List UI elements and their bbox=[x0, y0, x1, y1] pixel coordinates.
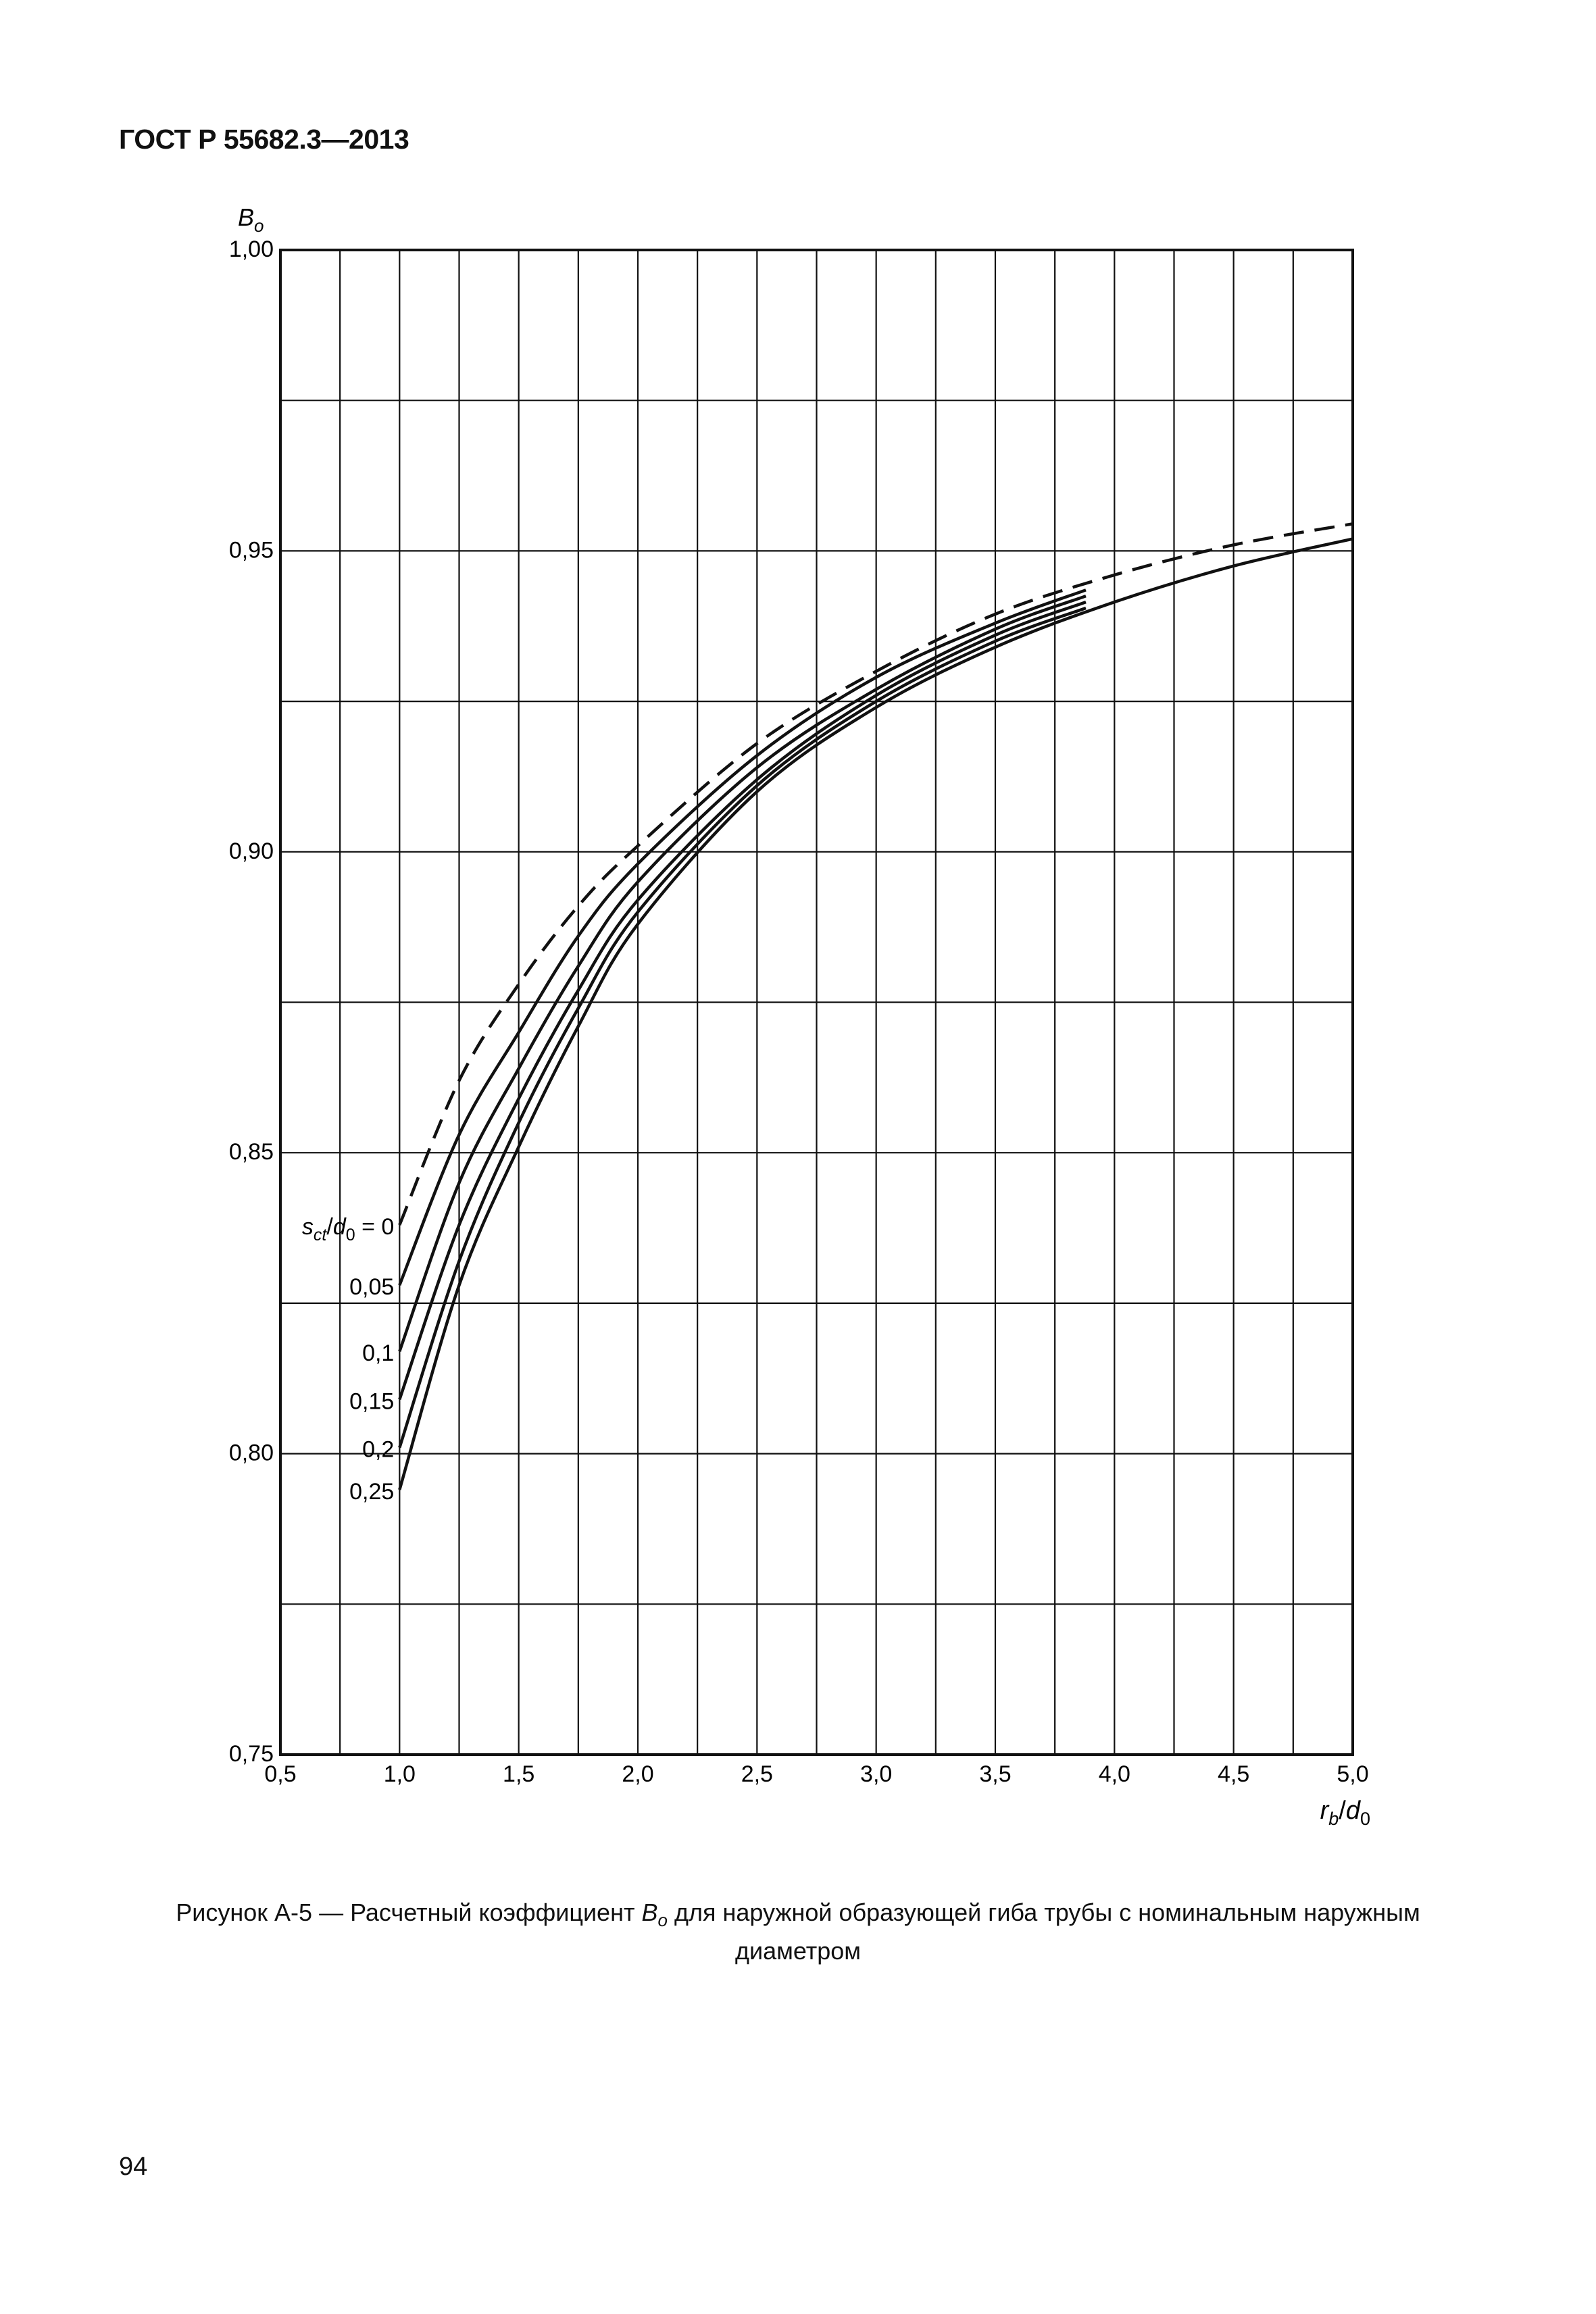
figure-caption: Рисунок А-5 — Расчетный коэффициент Bo д… bbox=[101, 1897, 1495, 1967]
y-tick-label: 0,90 bbox=[229, 838, 274, 864]
chart-grid bbox=[280, 250, 1353, 1755]
y-tick-label: 1,00 bbox=[229, 236, 274, 262]
y-axis-label-sub: o bbox=[254, 216, 264, 236]
y-axis-label: Bo bbox=[238, 203, 264, 236]
y-tick-label: 0,75 bbox=[229, 1741, 274, 1767]
series-param-label: 0,15 bbox=[349, 1388, 394, 1414]
x-axis-label-sub1: b bbox=[1328, 1809, 1339, 1829]
x-tick-label: 5,0 bbox=[1337, 1761, 1368, 1787]
x-tick-label: 2,0 bbox=[622, 1761, 653, 1787]
caption-symbol: Bo bbox=[641, 1898, 668, 1931]
series-line bbox=[398, 588, 1087, 1286]
document-header: ГОСТ Р 55682.3—2013 bbox=[119, 124, 409, 155]
series-line bbox=[398, 522, 1353, 1226]
x-tick-label: 4,0 bbox=[1099, 1761, 1130, 1787]
x-tick-label: 1,5 bbox=[503, 1761, 534, 1787]
x-axis-label-main: r bbox=[1320, 1796, 1330, 1825]
x-axis-label: rb/d0 bbox=[1320, 1796, 1370, 1829]
x-tick-label: 3,5 bbox=[979, 1761, 1011, 1787]
series-param-label: 0,05 bbox=[349, 1274, 394, 1300]
page-number: 94 bbox=[119, 2153, 148, 2181]
x-tick-label: 0,5 bbox=[264, 1761, 296, 1787]
series-param-label: 0,25 bbox=[349, 1479, 394, 1505]
tick-labels: 0,5 1,0 1,5 2,0 2,5 3,0 3,5 4,0 4,5 5,0 0,75 0,80 0,… bbox=[229, 236, 1369, 1787]
x-tick-label: 1,0 bbox=[384, 1761, 416, 1787]
x-tick-label: 2,5 bbox=[741, 1761, 773, 1787]
caption-line-1: Рисунок А-5 — Расчетный коэффициент Bo д… bbox=[101, 1897, 1495, 1936]
caption-line-2: диаметром bbox=[735, 1937, 861, 1965]
caption-text-before: Рисунок А-5 — Расчетный коэффициент bbox=[176, 1898, 642, 1926]
chart: 0,5 1,0 1,5 2,0 2,5 3,0 3,5 4,0 4,5 5,0 0,75 0,80 0,… bbox=[229, 203, 1370, 1829]
x-axis-label-sub2: 0 bbox=[1360, 1809, 1370, 1829]
x-tick-label: 4,5 bbox=[1218, 1761, 1249, 1787]
y-tick-label: 0,85 bbox=[229, 1139, 274, 1165]
chart-series bbox=[398, 522, 1353, 1490]
series-param-label: sct/d0 = 0 bbox=[302, 1214, 394, 1244]
y-axis-label-main: B bbox=[238, 203, 254, 231]
parameter-labels: sct/d0 = 0 0,05 0,1 0,15 0,2 0,25 bbox=[302, 1214, 394, 1505]
series-param-label: 0,1 bbox=[362, 1340, 394, 1366]
x-axis-label-sep: / bbox=[1339, 1796, 1346, 1825]
series-line bbox=[398, 600, 1087, 1401]
plot-frame bbox=[279, 249, 1354, 1756]
x-axis-label-main2: d bbox=[1346, 1796, 1362, 1825]
series-line bbox=[398, 606, 1087, 1449]
x-tick-label: 3,0 bbox=[860, 1761, 892, 1787]
caption-text-after: для наружной образующей гиба трубы с ном… bbox=[667, 1898, 1420, 1926]
series-line bbox=[398, 595, 1087, 1352]
y-tick-label: 0,95 bbox=[229, 537, 274, 563]
series-param-label: 0,2 bbox=[362, 1437, 394, 1463]
y-tick-label: 0,80 bbox=[229, 1440, 274, 1466]
series-line bbox=[398, 537, 1353, 1490]
